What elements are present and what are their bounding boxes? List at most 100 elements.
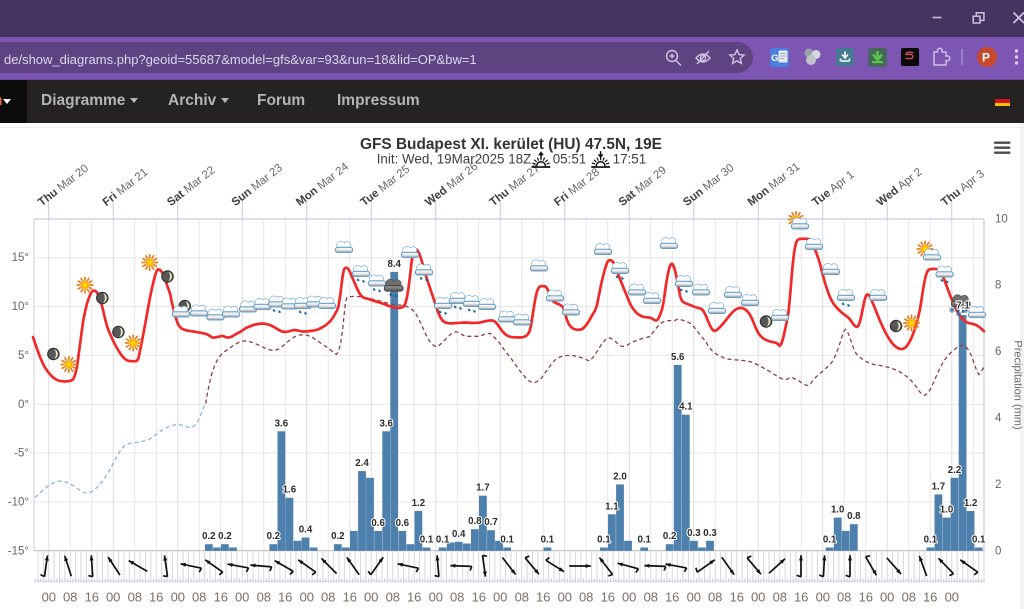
svg-text:1.2: 1.2: [964, 498, 977, 509]
svg-text:Sat Mar 29: Sat Mar 29: [617, 164, 669, 208]
svg-text:16: 16: [859, 590, 873, 605]
svg-text:1.0: 1.0: [831, 505, 844, 516]
svg-text:0.1: 0.1: [972, 535, 986, 546]
svg-text:08: 08: [257, 590, 271, 605]
svg-text:00: 00: [300, 590, 314, 605]
svg-text:00: 00: [687, 590, 701, 605]
svg-text:08: 08: [321, 590, 335, 605]
svg-text:00: 00: [364, 590, 378, 605]
svg-text:0.6: 0.6: [371, 518, 385, 529]
svg-text:0.2: 0.2: [663, 531, 676, 542]
svg-text:3.6: 3.6: [275, 418, 289, 429]
svg-text:10: 10: [995, 213, 1008, 225]
svg-text:0.2: 0.2: [202, 531, 215, 542]
svg-text:00: 00: [493, 590, 507, 605]
svg-text:1.6: 1.6: [283, 485, 297, 496]
svg-text:Tue Mar 25: Tue Mar 25: [359, 163, 413, 209]
svg-text:16: 16: [278, 590, 292, 605]
svg-text:16: 16: [343, 590, 357, 605]
svg-text:00: 00: [816, 590, 830, 605]
svg-text:08: 08: [773, 590, 787, 605]
svg-text:0.2: 0.2: [331, 531, 344, 542]
svg-text:0.8: 0.8: [847, 511, 861, 522]
svg-text:Precipitation (mm): Precipitation (mm): [1012, 340, 1024, 429]
svg-text:00: 00: [171, 590, 185, 605]
svg-text:0.1: 0.1: [500, 535, 514, 546]
svg-text:Sat Mar 22: Sat Mar 22: [165, 164, 217, 208]
svg-text:16: 16: [665, 590, 679, 605]
svg-text:0.3: 0.3: [687, 528, 701, 539]
svg-text:6: 6: [995, 346, 1001, 358]
svg-text:00: 00: [106, 590, 120, 605]
svg-text:00: 00: [751, 590, 765, 605]
svg-text:Fri Mar 21: Fri Mar 21: [101, 166, 151, 209]
svg-text:Mon Mar 31: Mon Mar 31: [746, 161, 803, 209]
svg-text:00: 00: [235, 590, 249, 605]
svg-text:16: 16: [149, 590, 163, 605]
svg-text:16: 16: [214, 590, 228, 605]
svg-text:08: 08: [63, 590, 77, 605]
svg-text:3.6: 3.6: [379, 418, 393, 429]
svg-text:Init: Wed, 19Mar2025 18Z: Init: Wed, 19Mar2025 18Z: [377, 152, 532, 167]
svg-text:0.2: 0.2: [267, 531, 280, 542]
svg-text:5.6: 5.6: [671, 352, 685, 363]
svg-text:00: 00: [429, 590, 443, 605]
svg-text:Fri Mar 28: Fri Mar 28: [552, 166, 602, 209]
svg-text:10°: 10°: [12, 301, 29, 313]
svg-text:0.7: 0.7: [484, 517, 497, 528]
svg-text:08: 08: [515, 590, 529, 605]
svg-text:08: 08: [386, 590, 400, 605]
svg-text:1.7: 1.7: [476, 483, 489, 494]
svg-text:16: 16: [601, 590, 615, 605]
svg-text:7.1: 7.1: [956, 301, 970, 312]
svg-text:Sun Mar 23: Sun Mar 23: [230, 162, 285, 209]
svg-text:5°: 5°: [18, 350, 29, 362]
svg-text:Sun Mar 30: Sun Mar 30: [681, 162, 736, 209]
svg-text:0.1: 0.1: [637, 535, 651, 546]
svg-text:00: 00: [42, 590, 56, 605]
svg-text:1.0: 1.0: [940, 505, 953, 516]
svg-text:0.4: 0.4: [452, 529, 466, 540]
svg-text:G: G: [771, 53, 778, 64]
svg-text:16: 16: [407, 590, 421, 605]
svg-text:16: 16: [730, 590, 744, 605]
svg-text:0.1: 0.1: [597, 535, 611, 546]
svg-text:16: 16: [794, 590, 808, 605]
svg-text:-5°: -5°: [14, 448, 29, 460]
svg-text:08: 08: [644, 590, 658, 605]
svg-text:00: 00: [945, 590, 959, 605]
svg-text:0°: 0°: [18, 399, 29, 411]
svg-text:08: 08: [579, 590, 593, 605]
svg-text:Thu Mar 20: Thu Mar 20: [36, 162, 91, 208]
svg-text:Wed Mar 26: Wed Mar 26: [423, 161, 480, 209]
svg-text:0.3: 0.3: [703, 528, 717, 539]
svg-text:2.4: 2.4: [355, 458, 369, 469]
svg-text:1.7: 1.7: [932, 481, 945, 492]
svg-text:0.1: 0.1: [436, 535, 450, 546]
svg-text:00: 00: [622, 590, 636, 605]
svg-text:2.2: 2.2: [948, 465, 961, 476]
svg-text:Thu Mar 27: Thu Mar 27: [488, 162, 543, 208]
svg-text:8.4: 8.4: [387, 259, 401, 270]
svg-text:17:51: 17:51: [613, 152, 647, 167]
svg-text:Thu Apr 3: Thu Apr 3: [939, 168, 987, 209]
svg-text:1.1: 1.1: [605, 501, 619, 512]
svg-text:Tue Apr 1: Tue Apr 1: [810, 169, 857, 209]
svg-text:08: 08: [837, 590, 851, 605]
svg-text:2: 2: [995, 479, 1001, 491]
svg-text:16: 16: [472, 590, 486, 605]
svg-text:15°: 15°: [12, 252, 29, 264]
svg-text:4.1: 4.1: [679, 402, 693, 413]
svg-text:16: 16: [85, 590, 99, 605]
svg-text:0.8: 0.8: [468, 516, 482, 527]
svg-text:16: 16: [923, 590, 937, 605]
svg-text:08: 08: [128, 590, 142, 605]
svg-text:0.1: 0.1: [541, 535, 555, 546]
svg-text:Mon Mar 24: Mon Mar 24: [294, 160, 351, 208]
svg-text:08: 08: [902, 590, 916, 605]
svg-text:4: 4: [995, 413, 1002, 425]
svg-text:P: P: [982, 51, 990, 65]
svg-text:0.1: 0.1: [420, 535, 434, 546]
svg-text:-10°: -10°: [8, 496, 29, 508]
svg-text:0.1: 0.1: [823, 535, 837, 546]
